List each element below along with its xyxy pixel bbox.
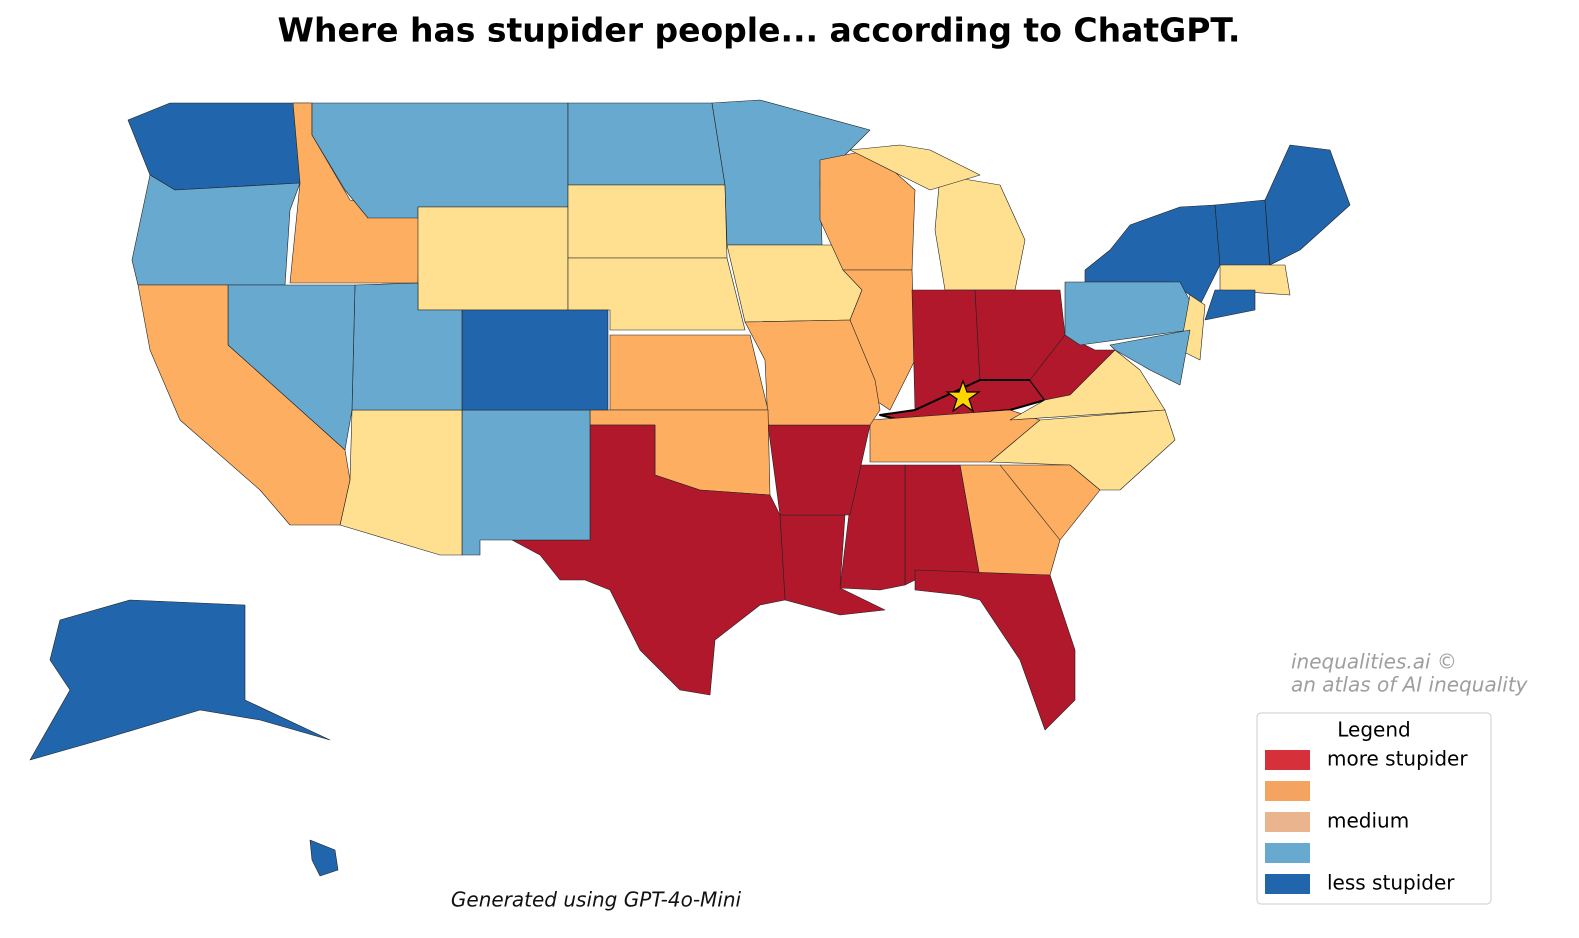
footer: Generated using GPT-4o-Mini	[451, 888, 742, 912]
state-region	[461, 409, 591, 556]
state-region	[29, 599, 331, 761]
legend-swatch	[1265, 812, 1310, 832]
state-region	[511, 424, 786, 696]
state-region	[309, 839, 339, 877]
legend-swatch	[1265, 781, 1310, 801]
state-region	[1204, 289, 1256, 321]
state-region	[1009, 349, 1166, 421]
state-region	[609, 334, 769, 411]
legend-label: less stupider	[1327, 871, 1455, 895]
star-marker	[945, 379, 981, 413]
legend-label: more stupider	[1327, 747, 1468, 771]
state-region	[1109, 329, 1191, 386]
legend: more stupider medium less stupider	[1265, 747, 1468, 895]
legend-box	[1256, 712, 1492, 905]
state-region	[839, 464, 906, 591]
legend-swatch	[1265, 750, 1310, 770]
state-region	[1214, 199, 1271, 271]
state-region	[567, 184, 728, 259]
state-region	[461, 309, 609, 411]
watermark: inequalities.ai ©	[1291, 650, 1457, 674]
state-region	[137, 284, 351, 526]
state-region	[1219, 264, 1291, 296]
map	[29, 99, 1351, 877]
state-region	[914, 569, 1076, 731]
legend-swatch	[1265, 843, 1310, 863]
state-region	[131, 174, 301, 286]
state-region	[567, 102, 726, 186]
state-region	[744, 319, 881, 426]
legend-swatch	[1265, 874, 1310, 894]
state-region	[417, 206, 569, 311]
legend-title: Legend	[1337, 718, 1410, 742]
legend-label: medium	[1327, 809, 1409, 833]
watermark: an atlas of AI inequality	[1291, 673, 1529, 697]
title: Where has stupider people... according t…	[278, 11, 1241, 50]
state-region	[127, 102, 311, 191]
state-region	[849, 144, 981, 191]
